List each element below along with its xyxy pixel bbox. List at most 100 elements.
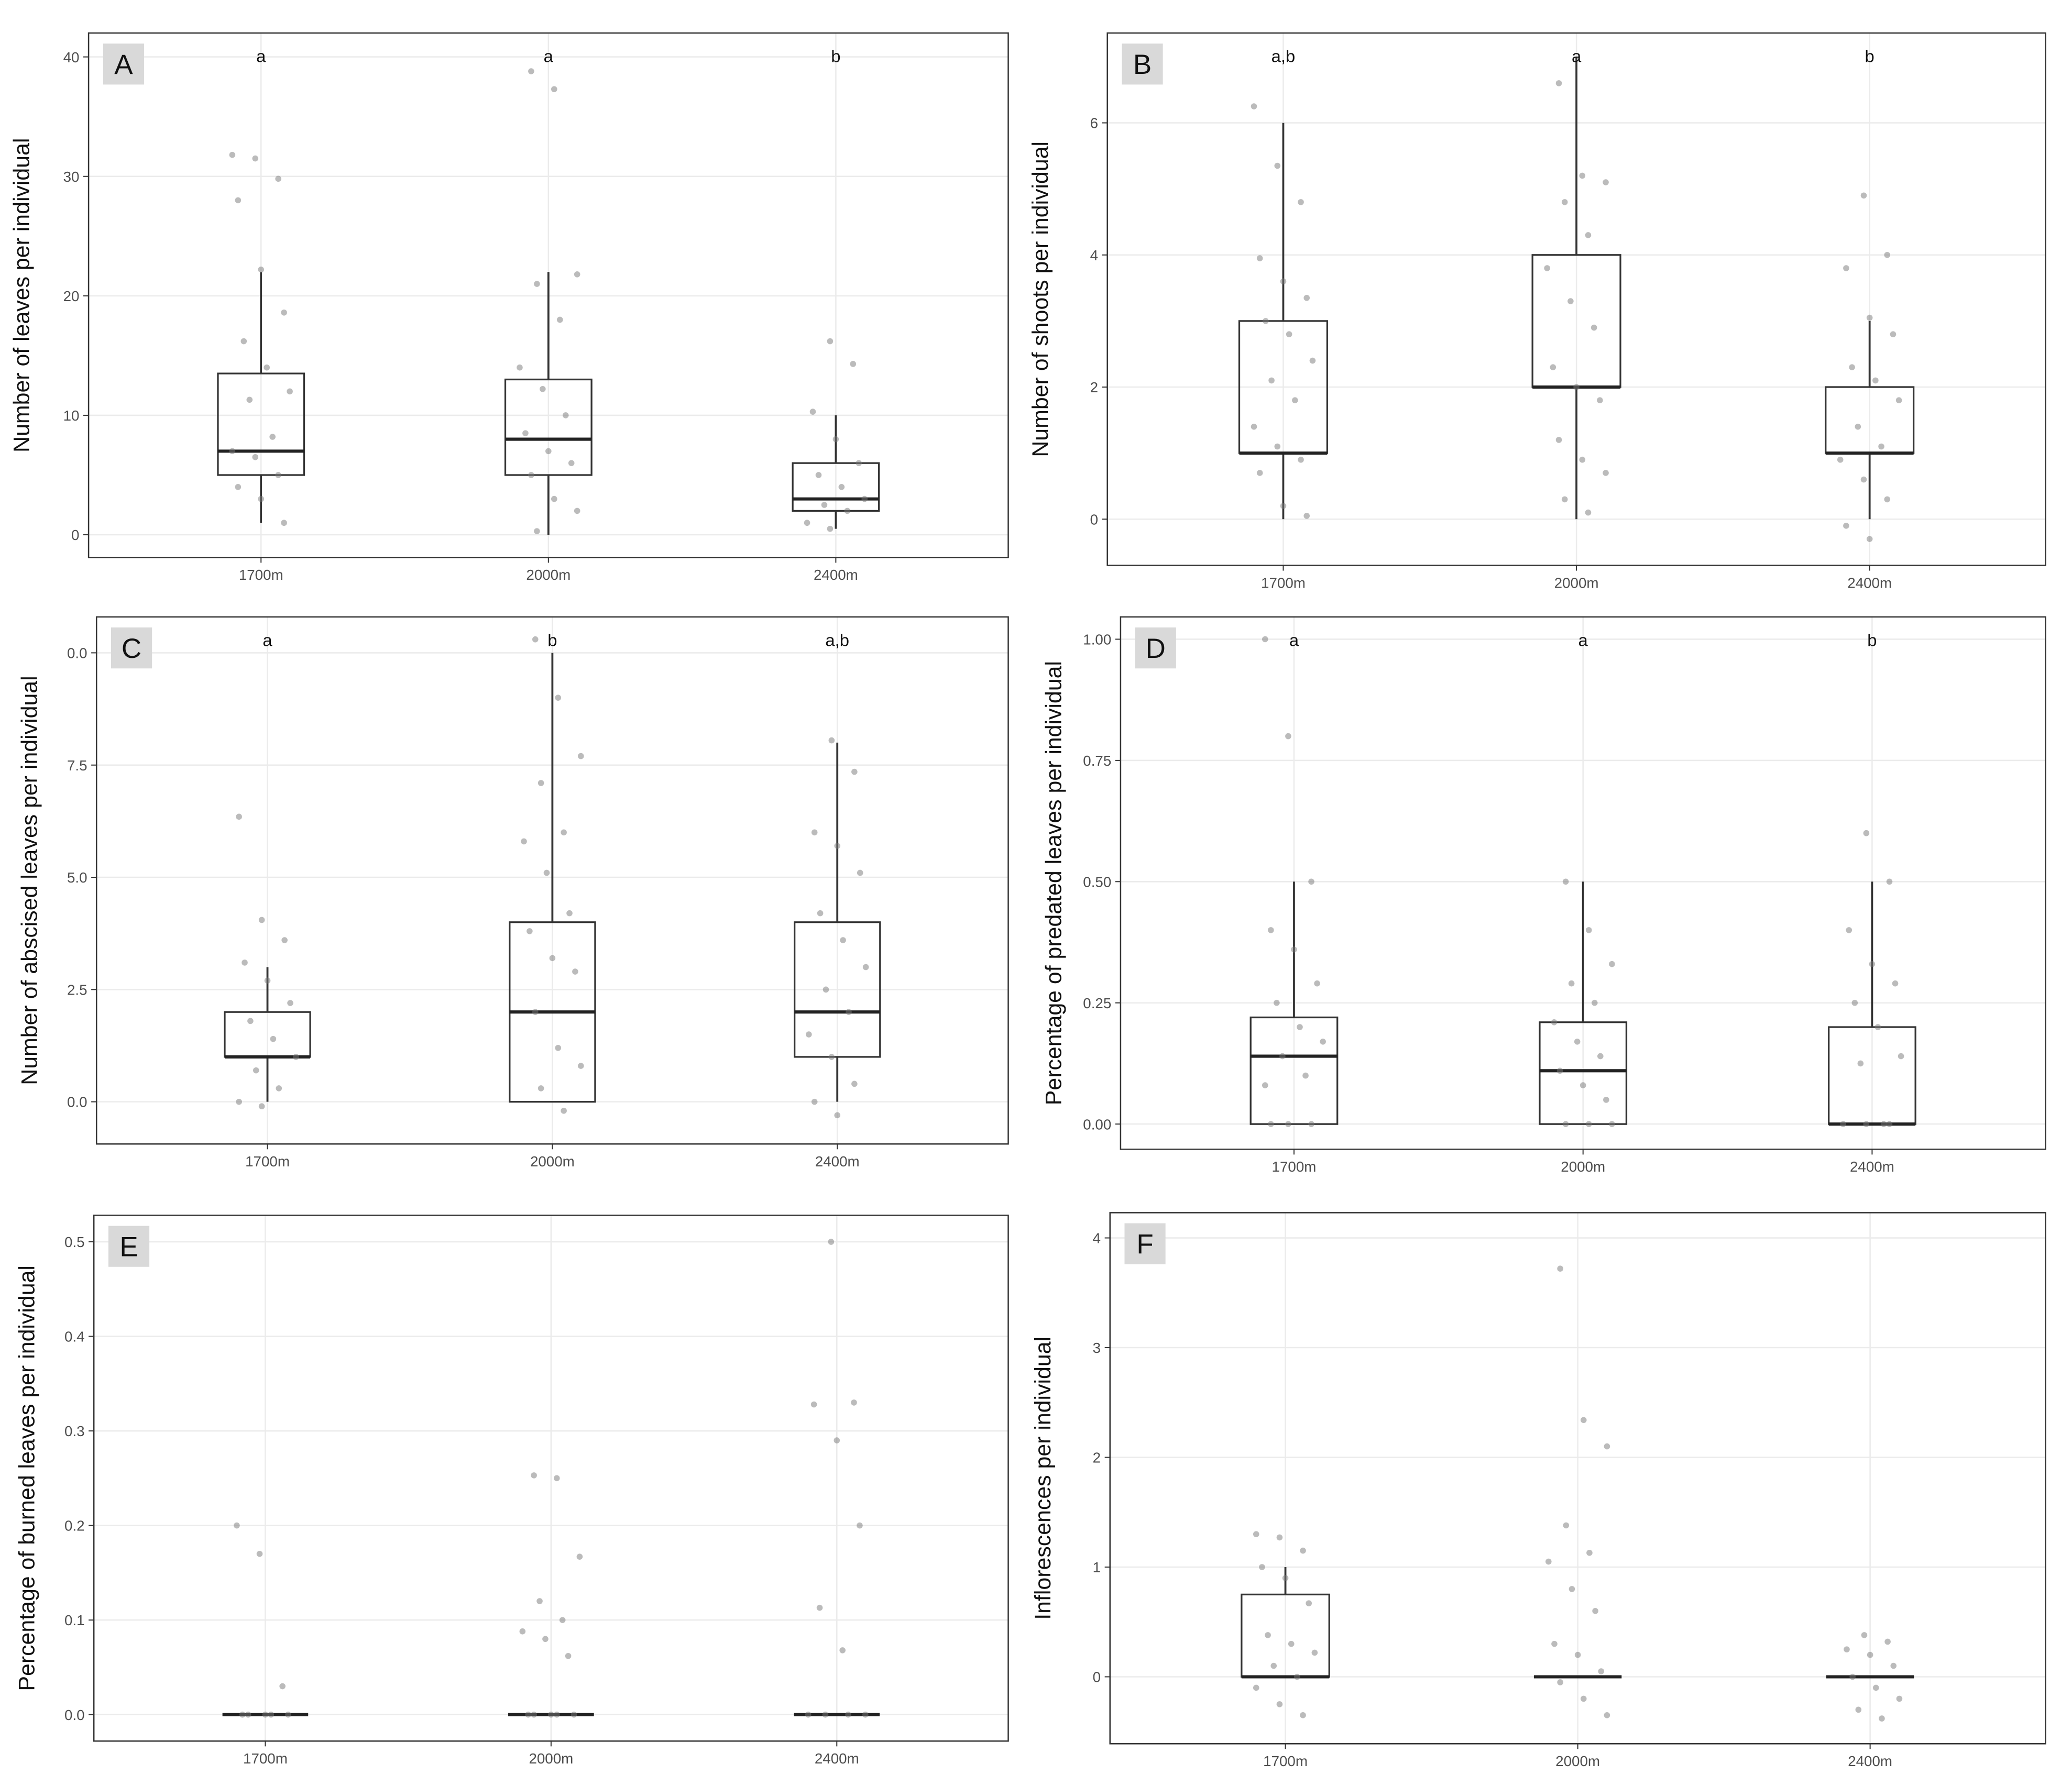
point [229,448,236,455]
point [1869,961,1876,967]
point [1603,470,1609,476]
point [1294,1673,1300,1680]
point [247,1018,254,1024]
point [827,338,834,345]
y-tick-label: 0.25 [1083,995,1111,1011]
point [528,472,534,478]
box [504,378,593,476]
point [258,1103,265,1110]
y-tick-label: 0.0 [64,1707,85,1723]
x-tick-label: 2400m [814,567,858,583]
point [1544,265,1550,271]
point [532,636,539,643]
point [574,508,580,514]
point [281,309,287,316]
point [534,528,540,534]
box [792,462,880,512]
point [851,1081,858,1087]
point [1280,278,1287,285]
point [242,960,248,966]
point [1280,503,1287,509]
point [1285,1121,1291,1127]
point [1591,324,1597,331]
point [1604,1443,1610,1450]
point [822,1711,829,1718]
x-tick-label: 2400m [815,1153,860,1170]
point [528,68,534,74]
panel: 0 1 2 3 4 1700m 2000m 2400m F Inflorescences per … [1030,1212,2046,1769]
point [268,1711,275,1718]
point [275,175,281,182]
y-axis-label: Percentage of burned leaves per individu… [15,1265,40,1691]
point [1603,179,1609,185]
point [1886,878,1893,885]
point [1311,1649,1318,1656]
point [1880,1121,1887,1127]
x-tick-label: 1700m [245,1153,290,1170]
point [827,525,834,532]
panel: 0.00 0.25 0.50 0.75 1.00 1700m 2000m 2400m a a b D P… [1041,616,2046,1175]
panel-border [1120,616,2046,1150]
point [258,266,265,273]
point [834,843,841,849]
y-tick-label: 2 [1090,379,1098,395]
point [1268,927,1274,933]
point [572,968,578,975]
point [856,460,862,466]
point [1276,1534,1283,1541]
panel: 0.0 2.5 5.0 7.5 0.0 1700m 2000m 2400m a b a,b C Numb… [17,616,1009,1170]
point [1861,1632,1868,1638]
point [561,1107,567,1114]
panel-tag: B [1133,49,1152,80]
point [1884,1638,1891,1645]
point [519,1628,526,1635]
point [1251,103,1257,109]
point [1259,1564,1265,1570]
point [1898,1053,1904,1060]
point [1557,1679,1563,1685]
point [809,409,816,415]
point [1274,162,1281,169]
point [1545,1558,1552,1565]
y-tick-label: 40 [63,49,80,65]
point [1320,1038,1326,1045]
point [1890,331,1896,337]
point [857,869,863,876]
x-tick-label: 1700m [1261,575,1306,591]
y-tick-label: 0.00 [1083,1116,1111,1132]
y-tick-label: 0.0 [67,1094,87,1110]
point [1297,1024,1303,1030]
point [548,1711,554,1718]
y-tick-label: 0.3 [64,1423,85,1439]
y-tick-label: 0 [71,527,79,543]
box [1539,1021,1628,1125]
y-axis-label: Number of leaves per individual [9,138,35,453]
point [246,396,253,403]
significance-letter: a [1572,47,1582,66]
significance-letter: a [1578,630,1588,649]
point [1872,377,1879,384]
point [828,1054,835,1060]
point [264,977,271,984]
point [1579,456,1586,463]
point [1314,980,1320,987]
y-tick-label: 4 [1093,1230,1101,1247]
point [1550,364,1556,370]
point [551,495,557,502]
point [828,737,835,744]
point [1568,980,1575,987]
point [1285,733,1291,740]
y-tick-label: 4 [1090,247,1098,263]
panel-border [87,32,1009,558]
point [1563,1522,1570,1529]
point [1303,294,1310,301]
point [1292,397,1298,404]
point [1562,878,1569,885]
point [534,281,540,287]
point [1840,1121,1847,1127]
point [275,472,281,478]
point [293,1054,299,1060]
point [1843,523,1849,529]
point [276,1085,282,1092]
point [1551,1019,1558,1026]
